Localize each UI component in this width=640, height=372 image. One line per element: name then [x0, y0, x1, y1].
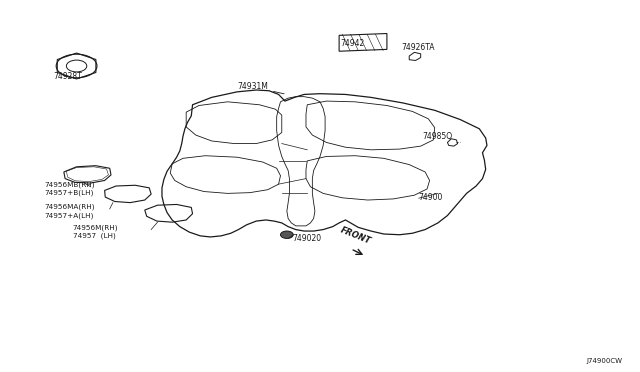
Text: 74956MA(RH): 74956MA(RH) [45, 204, 95, 211]
Text: 74957+B(LH): 74957+B(LH) [45, 190, 94, 196]
Text: 74956MB(RH): 74956MB(RH) [45, 182, 95, 188]
Circle shape [280, 231, 293, 238]
Text: 74985Q: 74985Q [422, 132, 452, 141]
Text: 74928T: 74928T [54, 72, 83, 81]
Text: 74957  (LH): 74957 (LH) [73, 233, 115, 239]
Text: 74956M(RH): 74956M(RH) [73, 225, 118, 231]
Text: 74926TA: 74926TA [401, 43, 435, 52]
Text: FRONT: FRONT [339, 226, 372, 246]
Text: 74957+A(LH): 74957+A(LH) [45, 212, 94, 218]
Text: J74900CW: J74900CW [587, 358, 623, 364]
Text: 74900: 74900 [419, 193, 443, 202]
Text: 74942: 74942 [340, 39, 365, 48]
Text: 749020: 749020 [292, 234, 321, 243]
Text: 74931M: 74931M [237, 82, 284, 94]
